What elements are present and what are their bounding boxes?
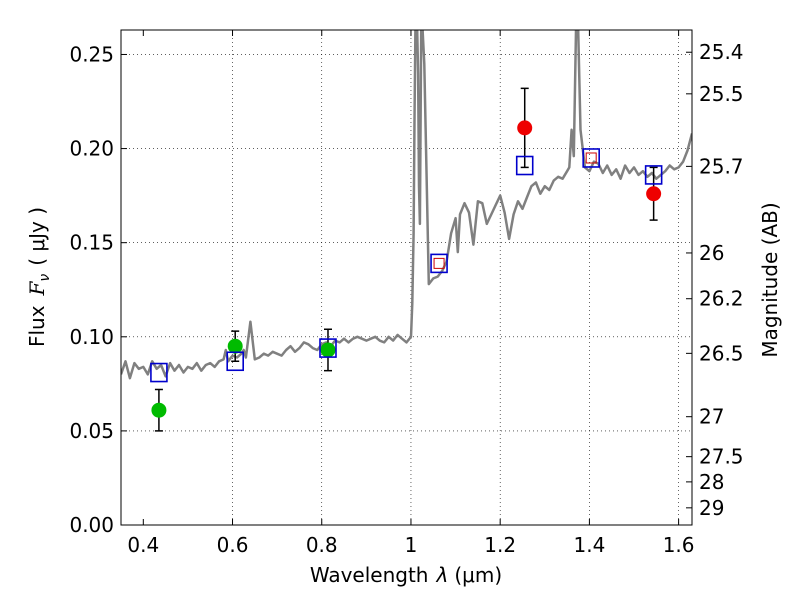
model-square — [582, 148, 600, 168]
y2-tick-label: 25.4 — [699, 40, 744, 64]
y2-tick-label: 26 — [699, 241, 724, 265]
y-axis-label-sub: ν — [37, 274, 53, 282]
y-tick-label: 0.10 — [69, 325, 114, 349]
spectrum-line — [121, 30, 692, 380]
y-axis-label-symbol: F — [25, 280, 49, 296]
observed-point — [227, 338, 243, 354]
x-tick-label: 1.2 — [484, 533, 516, 557]
x-tick-label: 1.6 — [663, 533, 695, 557]
observed-point — [151, 402, 167, 418]
y-tick-label: 0.05 — [69, 419, 114, 443]
model-square — [150, 362, 168, 383]
y2-axis-label: Magnitude (AB) — [758, 202, 782, 357]
y-axis-label-unit: ( μJy ) — [25, 207, 49, 266]
x-axis-label-symbol: λ — [436, 563, 449, 587]
y2-tick-label: 28 — [699, 470, 724, 494]
plot-frame — [120, 29, 693, 526]
y-axis-label: Flux Fν ( μJy ) — [25, 207, 53, 347]
x-tick-label: 0.4 — [127, 533, 159, 557]
y2-tick-label: 26.2 — [699, 287, 744, 311]
y2-tick-label: 29 — [699, 496, 724, 520]
y2-tick-label: 25.7 — [699, 154, 744, 178]
model-square — [515, 155, 534, 176]
x-tick-label: 0.8 — [306, 533, 338, 557]
model-square-inner — [433, 257, 445, 269]
x-tick-label: 0.6 — [217, 533, 249, 557]
model-points — [150, 148, 663, 383]
y2-tick-label: 27.5 — [699, 445, 744, 469]
observed-point — [320, 342, 336, 358]
x-tick-label: 1 — [405, 533, 418, 557]
x-axis-label-text: Wavelength — [310, 563, 429, 587]
y-tick-label: 0.25 — [69, 42, 114, 66]
y2-tick-label: 25.5 — [699, 82, 744, 106]
y2-tick-label: 27 — [699, 405, 724, 429]
spectrum-series — [121, 30, 692, 380]
model-square — [430, 253, 448, 274]
observed-points — [151, 120, 662, 418]
observed-point — [646, 186, 662, 202]
model-square — [226, 351, 244, 372]
observed-point — [517, 120, 533, 136]
y-tick-label: 0.15 — [69, 231, 114, 255]
y-axis-label-text: Flux — [25, 305, 49, 347]
x-axis-label-unit: (μm) — [454, 563, 502, 587]
x-axis-label: Wavelength λ (μm) — [310, 563, 502, 587]
model-square — [644, 165, 663, 185]
y-tick-label: 0.00 — [69, 513, 114, 537]
axis-ticks: 0.4 0.6 0.8 1 1.2 1.4 1.6 0.00 0.05 0.10 0.15 0.20 0… — [69, 30, 744, 557]
model-square — [319, 338, 337, 358]
grid — [121, 30, 692, 525]
y-tick-label: 0.20 — [69, 137, 114, 161]
model-square-inner — [585, 152, 597, 164]
x-tick-label: 1.4 — [573, 533, 605, 557]
y2-tick-label: 26.5 — [699, 341, 744, 365]
